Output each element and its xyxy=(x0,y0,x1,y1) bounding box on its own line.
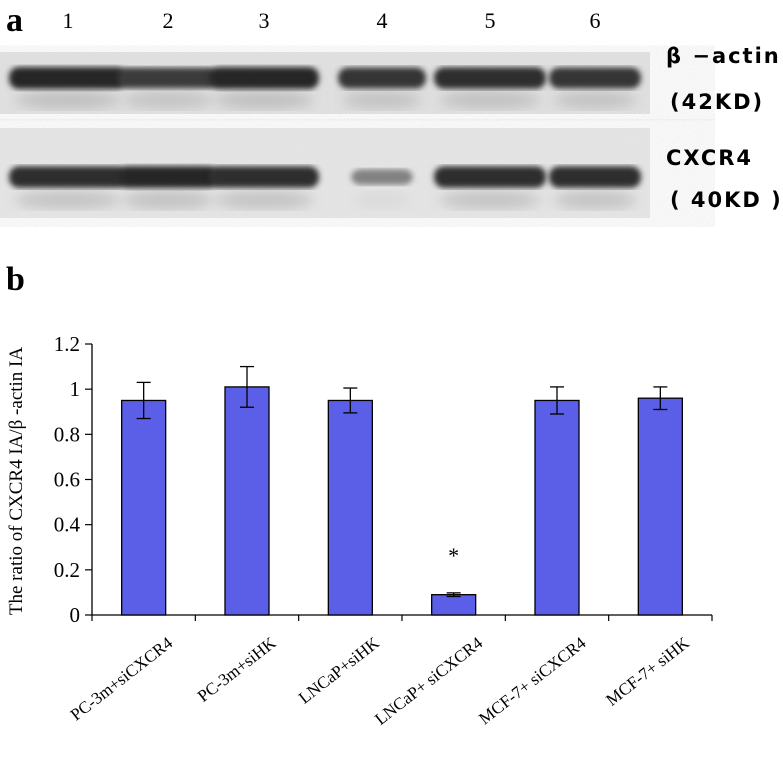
category-label-6: MCF-7+ siHK xyxy=(602,633,693,710)
bar-5 xyxy=(534,399,580,616)
band-smear-0-4 xyxy=(342,91,422,109)
band-smear-1-1 xyxy=(14,191,122,209)
actin-size-label: (42KD) xyxy=(670,90,765,114)
band-smear-0-3 xyxy=(214,91,314,109)
cxcr4-band-4 xyxy=(351,169,413,185)
category-label-2: PC-3m+siHK xyxy=(194,633,280,706)
band-smear-0-6 xyxy=(553,91,637,109)
bar-3 xyxy=(327,399,373,616)
panel-a-label: a xyxy=(6,2,23,39)
significance-marker-4: * xyxy=(448,543,459,568)
cxcr4-label: CXCR4 xyxy=(666,146,754,170)
category-label-1: PC-3m+siCXCR4 xyxy=(67,633,177,725)
lane-number-4: 4 xyxy=(376,8,388,33)
actin-label: β −actin xyxy=(666,44,781,68)
cxcr4-band-6 xyxy=(549,166,641,188)
band-smear-0-2 xyxy=(123,91,213,109)
actin-band-6 xyxy=(549,67,641,89)
y-tick-label-0: 0 xyxy=(70,603,81,627)
bar-chart: The ratio of CXCR4 IA/β -actin IA 0 0.2 0.… xyxy=(6,332,713,729)
band-smear-1-3 xyxy=(214,191,314,209)
band-smear-1-5 xyxy=(439,191,541,209)
band-smear-0-1 xyxy=(14,91,122,109)
bar-2 xyxy=(224,386,270,616)
panel-b-label: b xyxy=(6,261,25,298)
actin-band-5 xyxy=(434,67,546,89)
category-label-3: LNCaP+siHK xyxy=(295,633,383,708)
cxcr4-band-3 xyxy=(209,166,319,188)
category-label-5: MCF-7+ siCXCR4 xyxy=(475,633,590,728)
bar-4 xyxy=(431,594,477,616)
cxcr4-band-2 xyxy=(118,166,218,188)
lane-number-5: 5 xyxy=(484,8,496,33)
bar-6 xyxy=(637,397,683,616)
actin-band-3 xyxy=(209,67,319,89)
category-label-4: LNCaP+ siCXCR4 xyxy=(371,633,486,729)
band-smear-0-5 xyxy=(439,91,541,109)
bar-1 xyxy=(121,399,167,616)
y-tick-label-1: 0.2 xyxy=(54,558,80,582)
band-smear-1-2 xyxy=(123,191,213,209)
y-tick-label-2: 0.4 xyxy=(54,513,81,537)
band-smear-1-4 xyxy=(354,191,410,209)
cxcr4-size-label: ( 40KD ) xyxy=(670,188,783,212)
actin-band-1 xyxy=(9,67,127,89)
y-tick-label-4: 0.8 xyxy=(54,422,80,446)
western-blot-image xyxy=(0,52,650,218)
band-smear-1-6 xyxy=(553,191,637,209)
actin-band-4 xyxy=(338,67,426,89)
lane-number-3: 3 xyxy=(258,8,270,33)
y-tick-label-6: 1.2 xyxy=(54,332,80,356)
actin-band-2 xyxy=(118,67,218,89)
lane-number-6: 6 xyxy=(589,8,601,33)
y-axis-label: The ratio of CXCR4 IA/β -actin IA xyxy=(6,347,27,615)
cxcr4-band-5 xyxy=(434,166,546,188)
cxcr4-band-1 xyxy=(9,166,127,188)
y-tick-label-5: 1 xyxy=(70,377,81,401)
lane-number-2: 2 xyxy=(162,8,174,33)
y-tick-label-3: 0.6 xyxy=(54,468,80,492)
lane-number-1: 1 xyxy=(62,8,74,33)
